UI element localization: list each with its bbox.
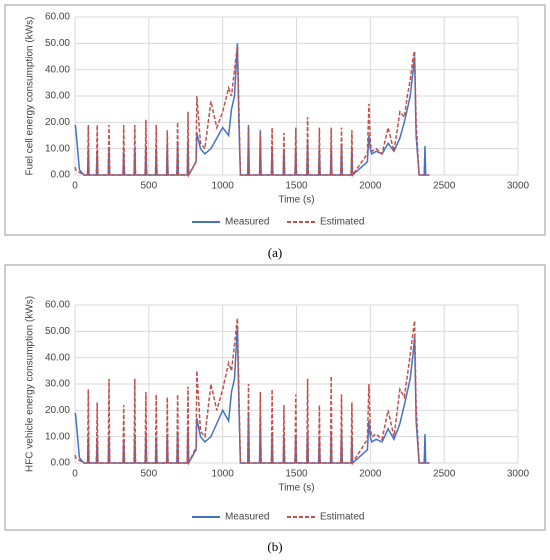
caption: (b) bbox=[267, 539, 282, 554]
y-axis-label: Fuel cell energy consumption (kWs) bbox=[25, 17, 36, 176]
x-axis-label: Time (s) bbox=[278, 195, 314, 206]
y-tick-label: 60.00 bbox=[45, 300, 70, 311]
legend-label: Estimated bbox=[320, 512, 364, 523]
x-tick-label: 2000 bbox=[359, 181, 382, 192]
y-tick-label: 60.00 bbox=[45, 12, 70, 23]
x-axis-label: Time (s) bbox=[278, 483, 314, 494]
y-tick-label: 50.00 bbox=[45, 38, 70, 49]
x-tick-label: 1500 bbox=[285, 181, 308, 192]
series-line bbox=[74, 45, 430, 178]
y-tick-label: 0.00 bbox=[51, 458, 71, 469]
x-tick-label: 0 bbox=[72, 469, 78, 480]
x-tick-label: 2000 bbox=[359, 469, 382, 480]
series-line bbox=[74, 43, 430, 178]
x-tick-label: 1000 bbox=[212, 181, 235, 192]
y-axis-label: HFC vehicle energy consumption (kWs) bbox=[25, 296, 36, 472]
x-tick-label: 1000 bbox=[212, 469, 235, 480]
y-tick-label: 20.00 bbox=[45, 405, 70, 416]
series-line bbox=[74, 326, 430, 466]
y-tick-label: 10.00 bbox=[45, 143, 70, 154]
y-tick-label: 40.00 bbox=[45, 352, 70, 363]
y-tick-label: 30.00 bbox=[45, 379, 70, 390]
x-tick-label: 3000 bbox=[507, 469, 530, 480]
y-tick-label: 10.00 bbox=[45, 431, 70, 442]
x-tick-label: 3000 bbox=[507, 181, 530, 192]
legend-label: Estimated bbox=[320, 217, 364, 228]
x-tick-label: 0 bbox=[72, 181, 78, 192]
y-tick-label: 30.00 bbox=[45, 91, 70, 102]
panel-frame bbox=[4, 4, 546, 236]
x-tick-label: 1500 bbox=[285, 469, 308, 480]
y-tick-label: 40.00 bbox=[45, 64, 70, 75]
y-tick-label: 50.00 bbox=[45, 326, 70, 337]
y-tick-label: 20.00 bbox=[45, 117, 70, 128]
x-tick-label: 500 bbox=[140, 469, 157, 480]
x-tick-label: 500 bbox=[140, 181, 157, 192]
caption: (a) bbox=[268, 245, 282, 260]
panel-frame bbox=[4, 264, 546, 531]
series-line bbox=[74, 318, 430, 466]
legend-label: Measured bbox=[225, 512, 269, 523]
x-tick-label: 2500 bbox=[433, 469, 456, 480]
y-tick-label: 0.00 bbox=[51, 170, 71, 181]
x-tick-label: 2500 bbox=[433, 181, 456, 192]
legend-label: Measured bbox=[225, 217, 269, 228]
